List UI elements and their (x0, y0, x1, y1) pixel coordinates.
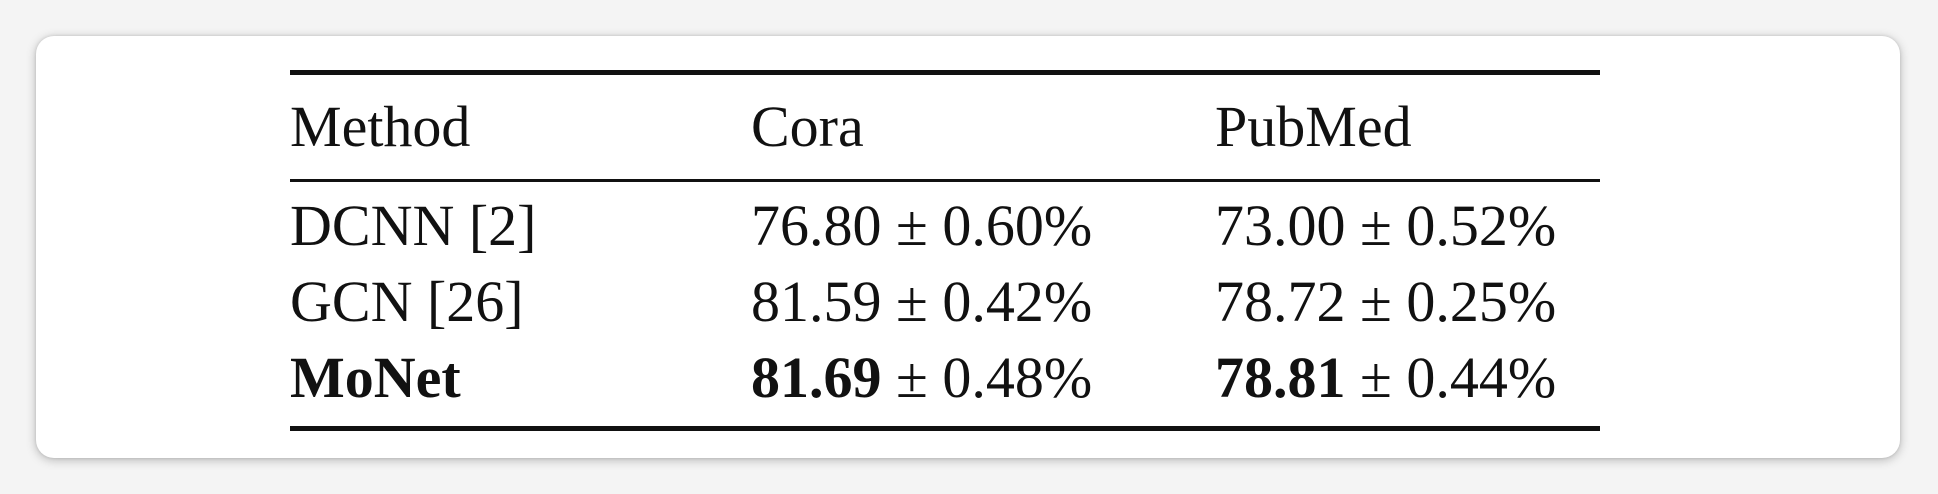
pm-symbol: ± (896, 345, 928, 410)
pm-symbol: ± (1360, 345, 1392, 410)
mid-rule (290, 179, 1600, 182)
top-rule (290, 70, 1600, 75)
cora-std: 0.42% (942, 269, 1093, 334)
cora-cell: 81.69 ± 0.48% (751, 340, 1092, 416)
pubmed-cell: 73.00 ± 0.52% (1215, 188, 1556, 264)
pubmed-mean: 78.72 (1215, 269, 1346, 334)
table-row: DCNN [2] 76.80 ± 0.60% 73.00 ± 0.52% (290, 188, 1600, 264)
header-cora: Cora (751, 94, 864, 159)
header-row: Method Cora PubMed (290, 75, 1600, 179)
cora-mean: 76.80 (751, 193, 882, 258)
method-cell: GCN [26] (290, 269, 524, 334)
pubmed-std: 0.25% (1406, 269, 1557, 334)
pm-symbol: ± (896, 269, 928, 334)
pubmed-cell: 78.72 ± 0.25% (1215, 264, 1556, 340)
cora-mean: 81.59 (751, 269, 882, 334)
header-pubmed: PubMed (1215, 94, 1412, 159)
pm-symbol: ± (1360, 193, 1392, 258)
table-row: GCN [26] 81.59 ± 0.42% 78.72 ± 0.25% (290, 264, 1600, 340)
table-card: Method Cora PubMed DCNN [2] 76.80 ± 0.60… (36, 36, 1900, 458)
method-cell: DCNN [2] (290, 193, 537, 258)
method-cell: MoNet (290, 345, 461, 410)
pm-symbol: ± (896, 193, 928, 258)
bottom-rule (290, 426, 1600, 431)
results-table: Method Cora PubMed DCNN [2] 76.80 ± 0.60… (290, 70, 1600, 431)
cora-cell: 81.59 ± 0.42% (751, 264, 1092, 340)
table-body: DCNN [2] 76.80 ± 0.60% 73.00 ± 0.52% GCN… (290, 182, 1600, 426)
pubmed-cell: 78.81 ± 0.44% (1215, 340, 1556, 416)
table-row-best: MoNet 81.69 ± 0.48% 78.81 ± 0.44% (290, 340, 1600, 416)
pubmed-mean: 73.00 (1215, 193, 1346, 258)
pubmed-mean: 78.81 (1215, 345, 1346, 410)
cora-cell: 76.80 ± 0.60% (751, 188, 1092, 264)
pubmed-std: 0.52% (1406, 193, 1557, 258)
cora-std: 0.60% (942, 193, 1093, 258)
pubmed-std: 0.44% (1406, 345, 1557, 410)
header-method: Method (290, 94, 471, 159)
cora-std: 0.48% (942, 345, 1093, 410)
pm-symbol: ± (1360, 269, 1392, 334)
cora-mean: 81.69 (751, 345, 882, 410)
